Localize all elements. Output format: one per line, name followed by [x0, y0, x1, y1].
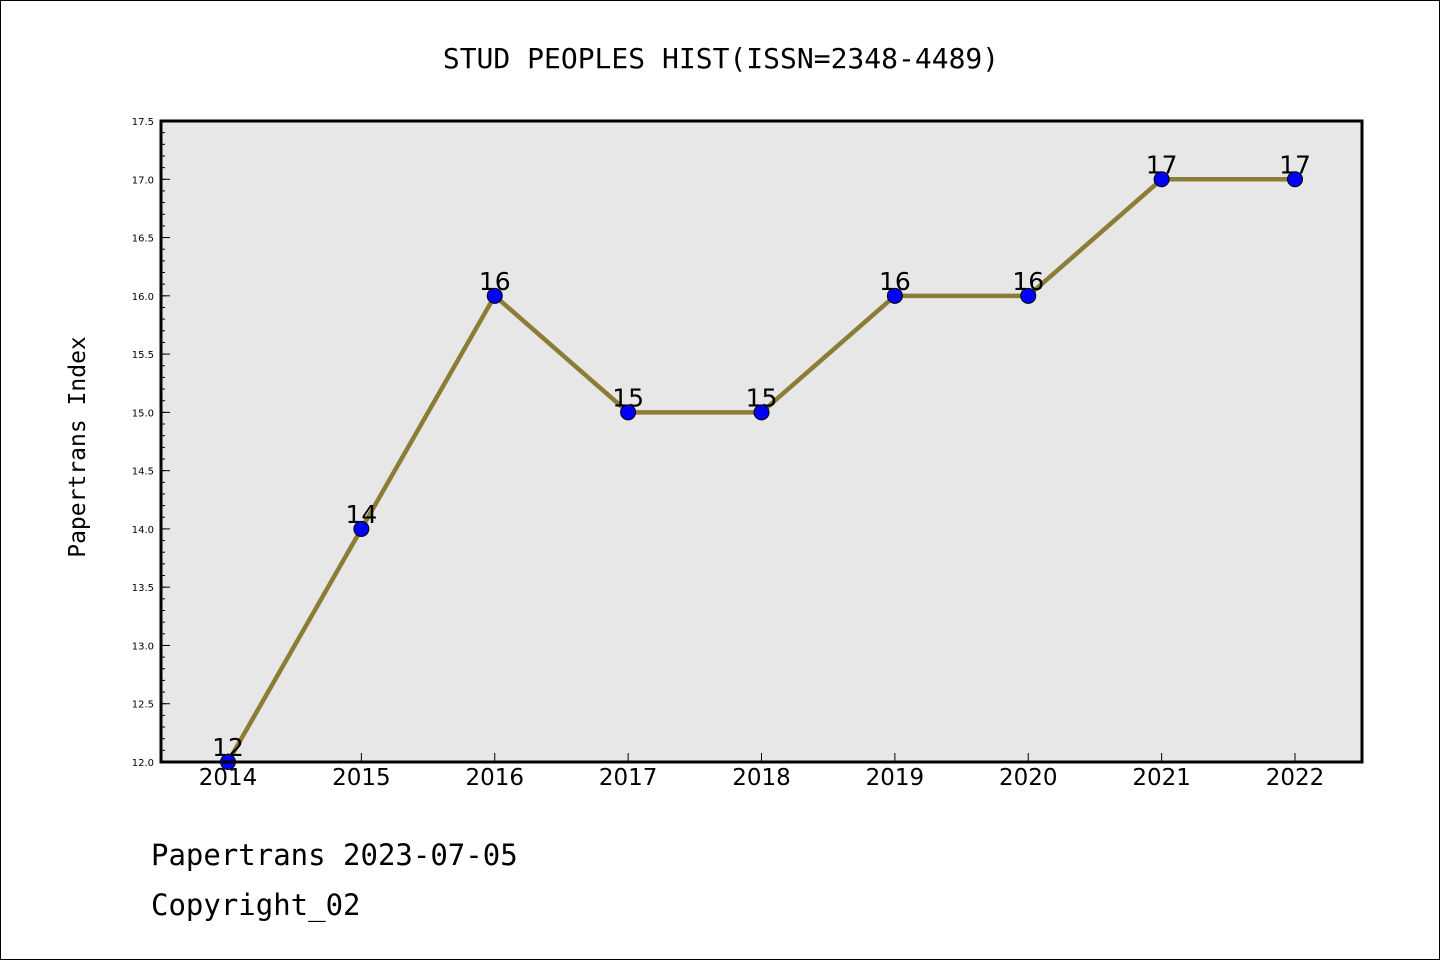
- data-label: 14: [345, 500, 377, 529]
- y-tick-label: 16.0: [132, 292, 154, 303]
- x-tick-label: 2022: [1266, 765, 1325, 791]
- x-tick-label: 2015: [332, 765, 391, 791]
- y-tick-label: 16.5: [132, 234, 154, 245]
- data-label: 15: [612, 383, 644, 412]
- data-label: 16: [1012, 267, 1044, 296]
- x-axis-ticks: 2014 2015 2016 2017 2018 2019 2020 2021 2022: [199, 753, 1325, 791]
- plot-area: [161, 121, 1362, 762]
- y-axis-label: Papertrans Index: [65, 336, 91, 558]
- y-tick-label: 13.5: [132, 583, 154, 594]
- data-point: [1287, 171, 1303, 188]
- y-tick-label: 15.5: [132, 350, 154, 361]
- data-point: [1020, 287, 1037, 304]
- data-point: [486, 287, 503, 304]
- data-label: 16: [879, 267, 911, 296]
- footer-copyright-text: Copyright_02: [151, 888, 361, 923]
- data-label: 16: [479, 267, 511, 296]
- plot-frame: [159, 119, 1364, 764]
- data-point: [620, 404, 637, 421]
- data-label: 17: [1279, 150, 1311, 179]
- y-tick-label: 14.0: [132, 525, 154, 536]
- x-tick-label: 2019: [866, 765, 925, 791]
- footer-date-text: Papertrans 2023-07-05: [151, 838, 518, 872]
- data-label: 17: [1146, 150, 1178, 179]
- y-axis-ticks: 12.0 12.5 13.0 13.5 14.0 14.5 15.0 15.5 16.0 16.5…: [132, 117, 170, 769]
- y-tick-label: 15.0: [132, 408, 154, 419]
- data-label: 12: [212, 733, 244, 762]
- x-tick-label: 2021: [1132, 765, 1191, 791]
- y-tick-label: 12.0: [132, 758, 154, 769]
- y-tick-label: 14.5: [132, 467, 154, 478]
- data-point: [1153, 171, 1170, 188]
- data-label: 15: [746, 383, 778, 412]
- x-tick-label: 2016: [465, 765, 524, 791]
- chart-title: STUD PEOPLES HIST(ISSN=2348-4489): [443, 42, 999, 75]
- data-point: [753, 404, 770, 421]
- data-point: [353, 520, 370, 537]
- data-points: [220, 171, 1303, 770]
- y-tick-label: 17.0: [132, 175, 154, 186]
- y-tick-label: 13.0: [132, 641, 154, 652]
- y-tick-label: 17.5: [132, 117, 154, 128]
- data-point: [886, 287, 903, 304]
- x-tick-label: 2017: [599, 765, 658, 791]
- data-labels: 12 14 16 15 15 16 16 17 17: [212, 150, 1311, 762]
- y-tick-label: 12.5: [132, 700, 154, 711]
- x-tick-label: 2020: [999, 765, 1058, 791]
- x-tick-label: 2018: [732, 765, 791, 791]
